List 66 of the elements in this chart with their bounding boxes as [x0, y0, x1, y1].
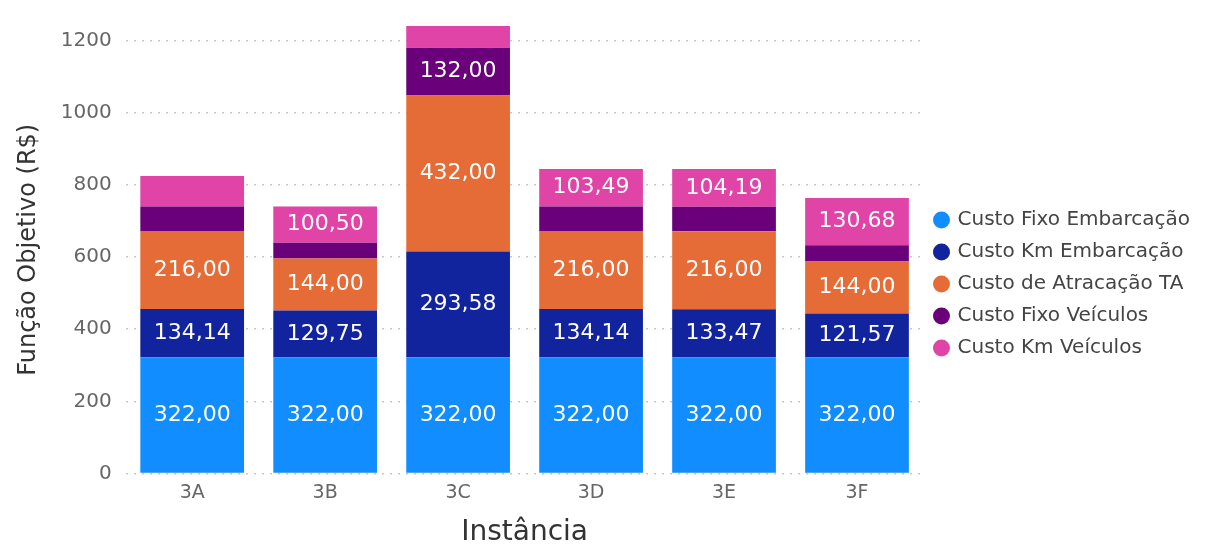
y-tick-label: 200: [73, 387, 112, 412]
data-label: 322,00: [153, 400, 231, 426]
bar: [140, 357, 245, 473]
y-tick-label: 800: [73, 171, 112, 196]
data-label: 216,00: [552, 255, 630, 281]
data-label: 129,75: [286, 319, 364, 345]
legend-label: Custo de Atracação TA: [957, 270, 1184, 295]
y-tick-label: 0: [98, 459, 112, 484]
legend-label: Custo Km Embarcação: [957, 238, 1184, 263]
data-label: 322,00: [552, 400, 630, 426]
y-tick-label: 600: [73, 243, 112, 268]
y-axis-title: Função Objetivo (R$): [12, 123, 41, 376]
y-tick-label: 1000: [60, 98, 112, 123]
data-label: 134,14: [153, 318, 231, 344]
bar: [539, 308, 643, 358]
data-label: 322,00: [685, 400, 763, 426]
data-label: 134,14: [552, 318, 630, 344]
bar: [406, 95, 510, 252]
data-label: 100,50: [286, 210, 364, 236]
data-label: 216,00: [685, 255, 763, 281]
bar: [805, 313, 909, 358]
data-label: 133,47: [685, 319, 763, 344]
x-tick-label: 3D: [577, 479, 605, 502]
bar: [140, 176, 245, 207]
bar: [539, 357, 643, 473]
bar: [672, 357, 776, 473]
y-tick-label: 1200: [60, 26, 112, 51]
bar: [672, 309, 776, 358]
bar: [273, 242, 377, 259]
x-tick-label: 3E: [712, 479, 737, 502]
x-tick-label: 3A: [179, 479, 205, 502]
data-label: 103,49: [552, 173, 630, 199]
data-label: 130,68: [818, 207, 896, 233]
data-label: 216,00: [153, 255, 231, 281]
bar: [406, 251, 510, 358]
bar: [273, 357, 377, 473]
y-tick-label: 400: [73, 315, 112, 340]
bar: [805, 245, 909, 262]
data-label: 104,19: [685, 173, 763, 199]
x-tick-label: 3C: [445, 479, 471, 502]
data-label: 322,00: [286, 400, 364, 426]
data-label: 293,58: [419, 290, 497, 316]
bar: [672, 206, 776, 232]
data-label: 432,00: [419, 159, 497, 185]
data-label: 121,57: [818, 321, 896, 347]
bar: [539, 230, 643, 309]
legend-label: Custo Fixo Embarcação: [957, 206, 1191, 231]
x-axis-title: Instância: [461, 514, 588, 548]
data-label: 132,00: [419, 57, 497, 83]
bar: [140, 206, 245, 231]
bar: [805, 357, 909, 473]
bar: [672, 231, 776, 310]
legend-label: Custo Fixo Veículos: [957, 302, 1149, 327]
data-label: 322,00: [818, 400, 896, 426]
data-label: 144,00: [818, 273, 896, 299]
bar: [273, 258, 377, 311]
bar: [140, 230, 245, 309]
x-tick-label: 3F: [845, 479, 869, 502]
legend-label: Custo Km Veículos: [957, 334, 1142, 359]
data-label: 144,00: [286, 270, 364, 296]
x-tick-label: 3B: [312, 479, 338, 502]
data-label: 322,00: [419, 400, 497, 426]
bar: [406, 357, 510, 473]
bar: [406, 26, 510, 48]
bar: [539, 206, 643, 231]
bar: [140, 308, 245, 358]
